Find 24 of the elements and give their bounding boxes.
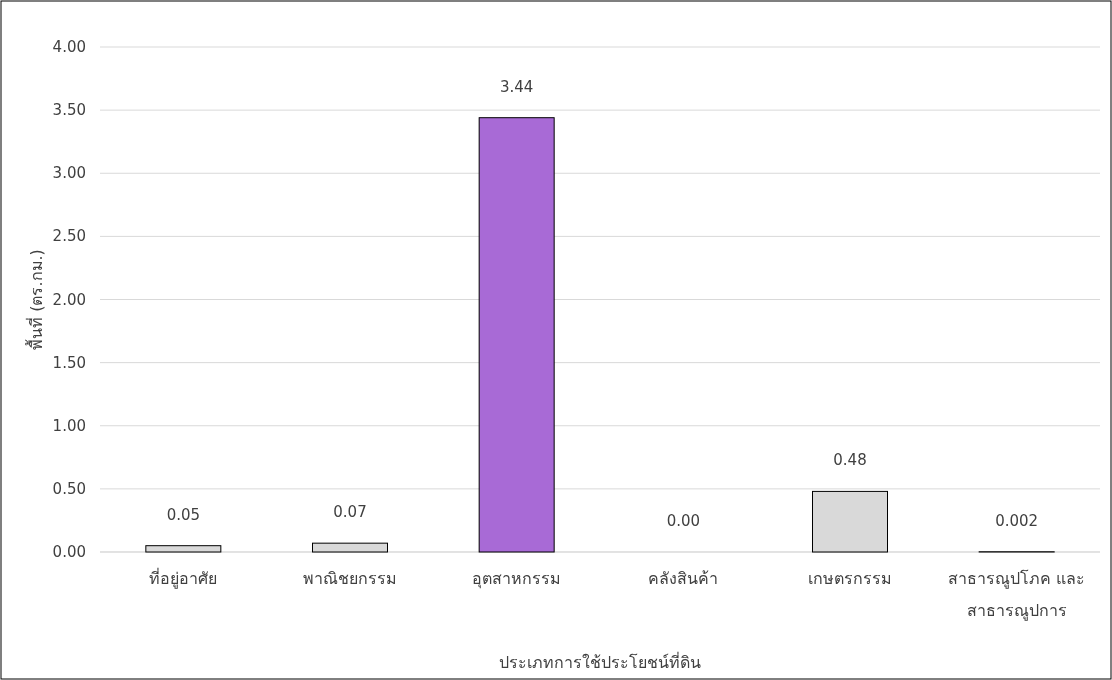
y-tick-label: 4.00 <box>52 38 86 56</box>
data-label: 0.48 <box>833 451 867 470</box>
data-label: 3.44 <box>499 77 534 96</box>
y-tick-label: 1.50 <box>52 353 86 372</box>
y-tick-label: 3.00 <box>52 164 86 183</box>
data-label: 0.05 <box>166 505 201 524</box>
y-tick-label: 2.50 <box>52 227 86 246</box>
x-tick-label: สาธารณูปโภค และ สาธารณูปการ <box>948 569 1086 621</box>
y-tick-label: 0.00 <box>52 543 86 561</box>
x-tick-label: อุตสาหกรรม <box>472 569 562 589</box>
y-tick-label: 2.00 <box>52 290 86 309</box>
data-label: 0.07 <box>333 503 367 522</box>
x-tick-label: เกษตรกรรม <box>808 569 892 588</box>
y-tick-label: 3.50 <box>52 101 86 120</box>
data-label: 0.002 <box>995 511 1039 530</box>
x-tick-label: ที่อยู่อาศัย <box>149 567 218 589</box>
y-tick-label: 0.50 <box>52 479 86 498</box>
y-axis-title: พื้นที่ (ตร.กม.) <box>25 249 46 350</box>
data-label: 0.00 <box>666 512 701 530</box>
x-tick-label: พาณิชยกรรม <box>303 569 397 588</box>
bar <box>478 117 555 553</box>
x-tick-label: คลังสินค้า <box>648 569 719 588</box>
y-tick-label: 1.00 <box>52 416 86 435</box>
x-axis-title: ประเภทการใช้ประโยชน์ที่ดิน <box>499 651 701 672</box>
